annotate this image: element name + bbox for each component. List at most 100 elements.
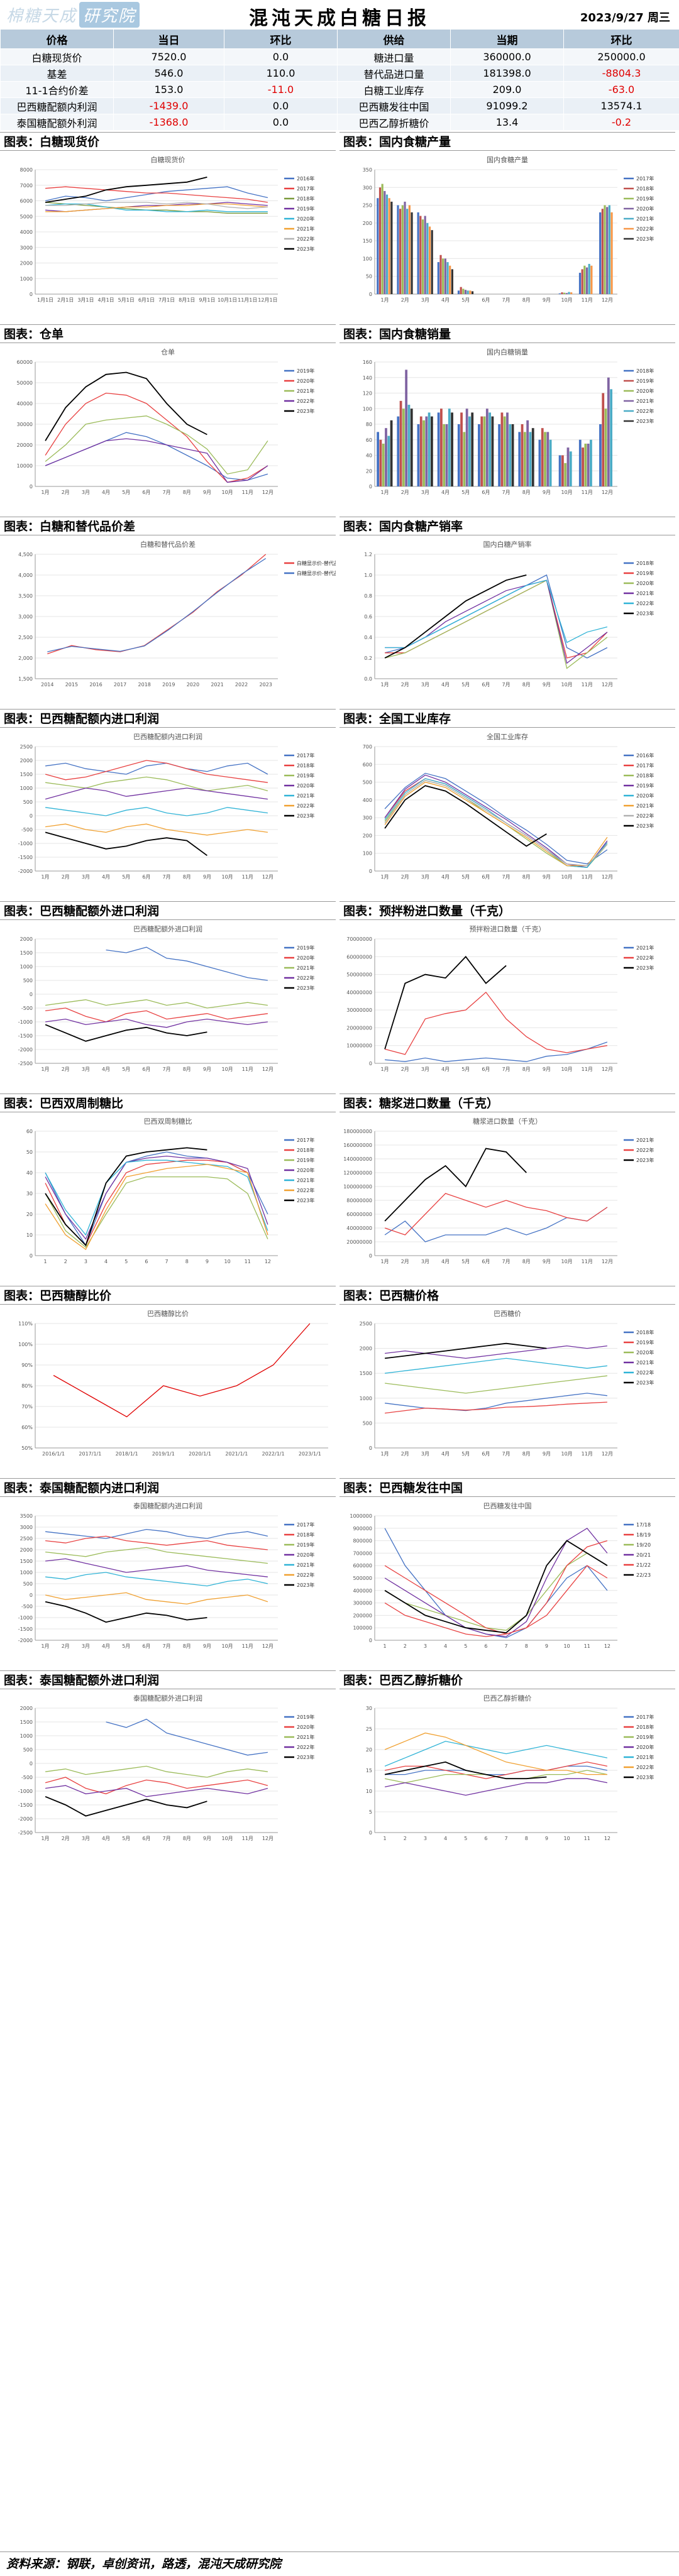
summary-cell: 白糖工业库存 [338,82,451,98]
y-tick-label: 5 [369,1809,372,1815]
y-tick-label: 0.8 [364,593,372,599]
series-line [385,1376,607,1393]
series-line [45,1530,268,1538]
y-tick-label: 0 [30,813,33,819]
x-tick-label: 2014 [41,682,53,688]
y-tick-label: 10000 [17,463,33,469]
chart-title: 国内白糖销量 [487,348,528,356]
y-tick-label: 350 [363,167,372,173]
summary-cell: 基差 [1,65,114,82]
chart-label: 图表：泰国糖配额外进口利润 [0,1670,336,1689]
summary-cell: -63.0 [564,82,679,98]
x-tick-label: 11月 [242,874,253,880]
y-tick-label: 1000 [360,1396,372,1401]
y-tick-label: 250 [363,203,372,209]
bar [419,216,421,294]
legend-label: 2019年 [297,772,314,779]
y-tick-label: 1000 [20,964,33,970]
legend-label: 2023年 [297,985,314,991]
legend-label: 2022年 [297,236,314,242]
y-tick-label: 700000 [353,1550,372,1556]
bar [424,216,426,294]
legend-label: 2018年 [297,762,314,769]
x-tick-label: 3月 [421,1451,429,1457]
bar [397,206,399,294]
x-tick-label: 6月 [482,490,490,495]
y-tick-label: 300 [363,815,372,821]
x-tick-label: 1月 [41,1643,50,1649]
x-tick-label: 1月 [381,297,389,303]
legend-label: 2020年 [297,1552,314,1558]
x-tick-label: 9月 [203,490,211,495]
x-tick-label: 6月 [482,1259,490,1264]
x-tick-label: 7月 [502,874,511,880]
legend-label: 2021年 [636,945,654,951]
x-tick-label: 5月 [461,874,470,880]
series-line [45,177,207,202]
bar [417,424,420,486]
x-tick-label: 2016 [89,682,102,688]
x-tick-label: 3月 [82,1643,90,1649]
y-tick-label: 0 [30,292,33,297]
x-tick-label: 2017/1/1 [79,1451,101,1457]
legend-label: 2016年 [636,752,654,759]
series-line [385,1779,607,1795]
chart-svg: 巴西糖配额内进口利润-2000-1500-1000-50005001000150… [0,729,336,896]
bar [465,290,466,294]
y-tick-label: 300 [363,185,372,190]
x-tick-label: 1月 [381,1259,389,1264]
bar [584,444,587,486]
x-tick-label: 9月 [203,1066,211,1072]
bar [559,456,561,487]
bar [463,432,465,486]
bar [409,206,411,294]
x-tick-label: 6月 [482,1066,490,1072]
x-tick-label: 2月 [401,1451,409,1457]
legend-label: 2021年 [297,1734,314,1740]
x-tick-label: 2月 [401,1259,409,1264]
chart-label: 图表：国内食糖产量 [340,132,675,151]
x-tick-label: 7月 [502,1451,511,1457]
y-tick-label: 30000000 [346,1007,372,1013]
y-tick-label: 2000 [20,261,33,266]
x-tick-label: 2022 [235,682,248,688]
y-tick-label: -500 [21,1006,33,1011]
chart-label: 图表：预拌粉进口数量（千克） [340,901,675,920]
summary-cell: 153.0 [114,82,224,98]
y-tick-label: 3500 [20,1513,33,1519]
summary-cell: 110.0 [224,65,338,82]
series-line [385,1553,607,1630]
legend-label: 2018年 [636,1329,654,1335]
x-tick-label: 2月 [401,1066,409,1072]
x-tick-label: 11 [245,1259,251,1264]
legend-label: 2019年 [297,206,314,212]
bar [448,408,451,486]
x-tick-label: 8月 [522,1451,531,1457]
series-line [53,1324,310,1417]
bar [526,420,529,486]
y-tick-label: 2000 [20,1706,33,1711]
x-tick-label: 12月 [262,490,273,495]
x-tick-label: 3月1日 [77,297,94,303]
y-tick-label: 40 [26,1170,33,1176]
y-tick-label: 60 [26,1129,33,1134]
bar [380,440,382,486]
x-tick-label: 4 [104,1259,108,1264]
y-tick-label: 4000 [20,229,33,235]
bar [411,408,413,486]
summary-cell: 0.0 [224,49,338,65]
source-footer: 资料来源：钢联，卓创资讯，路透，混沌天成研究院 [0,2551,679,2575]
legend-label: 2022年 [297,1187,314,1193]
x-tick-label: 4月 [441,1259,450,1264]
x-tick-label: 5月 [461,682,470,688]
chart-title: 白糖和替代品价差 [140,540,196,549]
legend-label: 2020年 [297,955,314,961]
x-tick-label: 6月 [482,682,490,688]
y-tick-label: 40000000 [346,990,372,995]
y-tick-label: 0 [369,484,372,490]
x-tick-label: 9月 [543,297,551,303]
summary-cell: 91099.2 [451,98,564,114]
x-tick-label: 6月 [482,874,490,880]
